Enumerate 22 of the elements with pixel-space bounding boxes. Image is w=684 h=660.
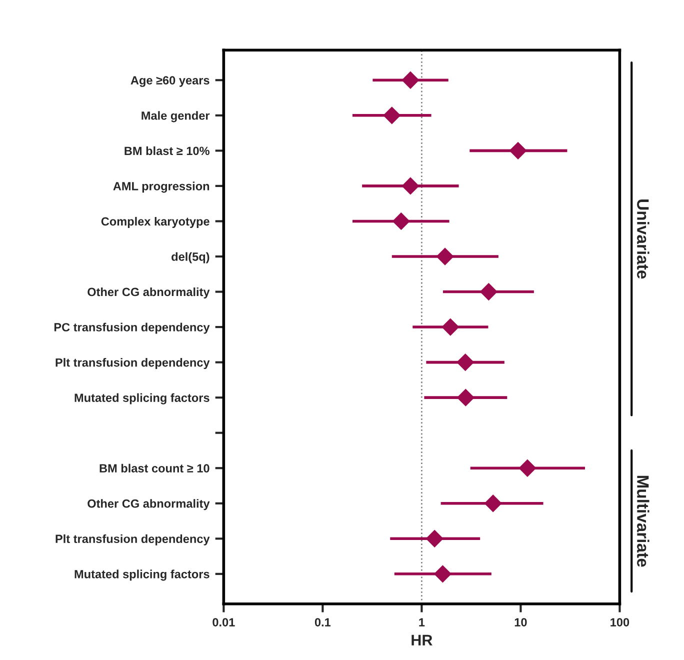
x-axis-title: HR	[412, 634, 432, 646]
y-tick-label: Other CG abnormality	[88, 499, 210, 510]
y-tick-label: Mutated splicing factors	[74, 570, 210, 581]
text: Univariate	[637, 200, 650, 279]
y-tick-label: AML progression	[113, 182, 210, 193]
y-tick-label: Age ≥60 years	[130, 76, 210, 87]
y-tick-label: Plt transfusion dependency	[56, 358, 210, 370]
y-tick-label: Male gender	[142, 111, 210, 122]
y-tick-label: BM blast count ≥ 10	[100, 464, 210, 473]
x-tick-label: 10	[514, 618, 527, 626]
y-tick-label: Plt transfusion dependency	[56, 534, 210, 546]
y-tick-label: Other CG abnormality	[88, 287, 210, 298]
y-tick-label: del(5q)	[172, 252, 210, 264]
x-tick-label: 1	[419, 618, 425, 626]
x-tick-label: 100	[610, 618, 630, 626]
x-tick-label: 0.01	[212, 618, 235, 626]
y-tick-label: Mutated splicing factors	[74, 393, 210, 404]
y-tick-label: PC transfusion dependency	[54, 322, 210, 334]
text: Multivariate	[637, 476, 650, 567]
y-tick-label: BM blast ≥ 10%	[124, 146, 210, 156]
y-tick-label: Complex karyotype	[101, 216, 210, 228]
x-tick-label: 0.1	[314, 618, 331, 626]
